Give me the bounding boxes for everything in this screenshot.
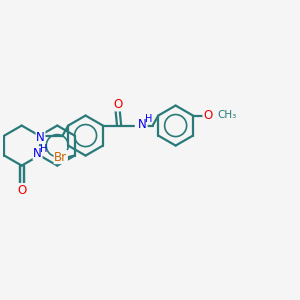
Text: N: N (138, 118, 147, 130)
Text: O: O (17, 184, 26, 197)
Text: O: O (113, 98, 122, 111)
Text: CH₃: CH₃ (218, 110, 237, 120)
Text: O: O (203, 109, 212, 122)
Text: H: H (145, 114, 152, 124)
Text: H: H (40, 144, 47, 154)
Text: N: N (33, 147, 42, 160)
Text: N: N (36, 130, 45, 143)
Text: S: S (18, 184, 26, 196)
Text: Br: Br (54, 151, 67, 164)
